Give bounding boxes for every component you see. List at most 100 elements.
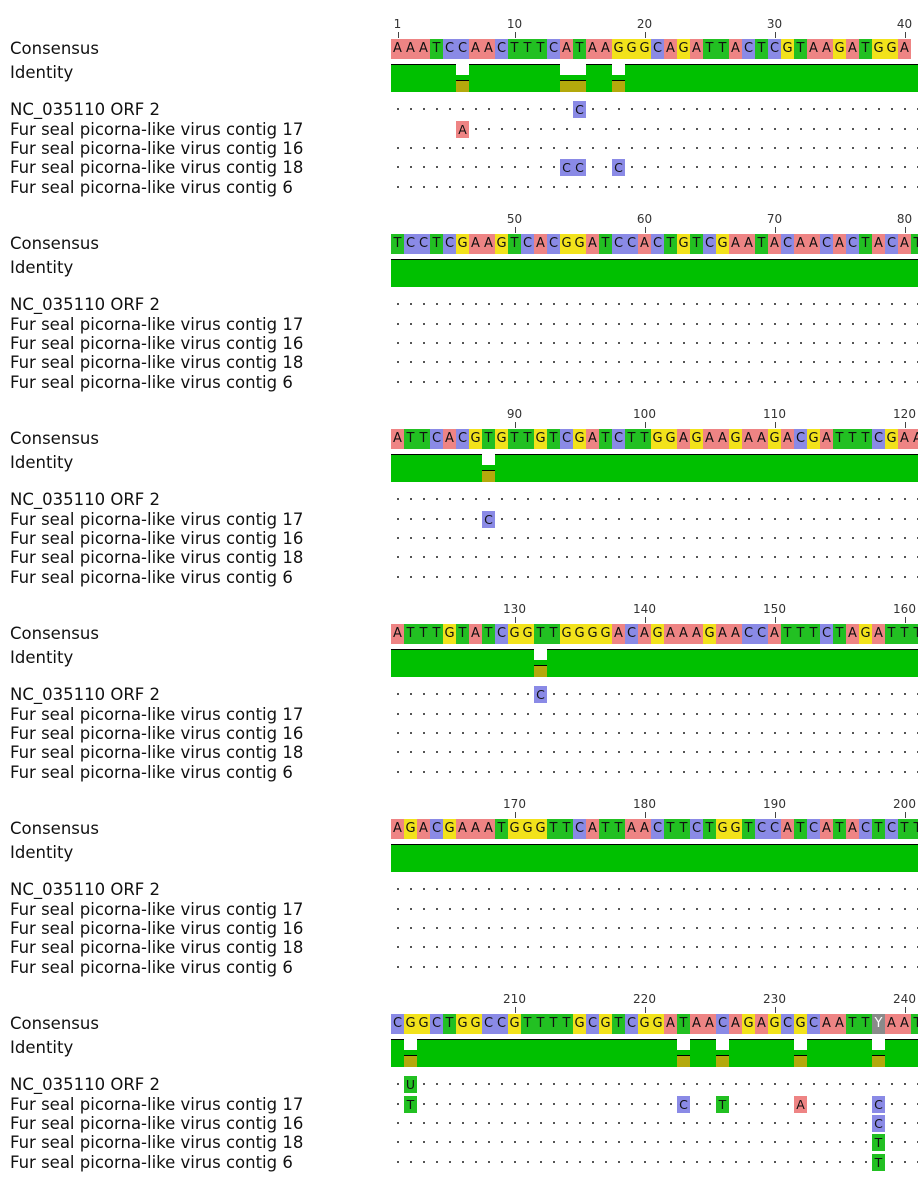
consensus-nucleotide: A (456, 819, 469, 839)
identical-dot (514, 1103, 516, 1105)
identical-dot (566, 966, 568, 968)
identical-dot (605, 908, 607, 910)
identical-dot (540, 381, 542, 383)
identical-dot (826, 732, 828, 734)
identical-dot (514, 518, 516, 520)
identical-dot (839, 713, 841, 715)
identical-dot (618, 323, 620, 325)
identical-dot (787, 751, 789, 753)
consensus-nucleotide: T (872, 819, 885, 839)
ruler-tick-mark (644, 1007, 646, 1013)
identical-dot (826, 966, 828, 968)
identical-dot (553, 927, 555, 929)
identical-dot (865, 966, 867, 968)
identical-dot (592, 537, 594, 539)
identical-dot (553, 713, 555, 715)
identical-dot (475, 1122, 477, 1124)
identical-dot (761, 537, 763, 539)
consensus-nucleotide: C (768, 819, 781, 839)
identical-dot (566, 556, 568, 558)
identical-dot (618, 1122, 620, 1124)
identical-dot (618, 498, 620, 500)
identical-dot (787, 147, 789, 149)
sequence-name: Fur seal picorna-like virus contig 18 (10, 353, 304, 372)
identical-dot (904, 693, 906, 695)
identical-dot (891, 888, 893, 890)
identical-dot (410, 732, 412, 734)
identical-dot (436, 147, 438, 149)
identical-dot (683, 186, 685, 188)
identical-dot (475, 576, 477, 578)
identical-dot (865, 498, 867, 500)
identical-dot (748, 908, 750, 910)
ruler-tick-mark (774, 422, 776, 428)
identical-dot (566, 128, 568, 130)
identical-dot (813, 771, 815, 773)
identical-dot (566, 108, 568, 110)
identical-dot (800, 128, 802, 130)
identical-dot (709, 713, 711, 715)
identical-dot (436, 927, 438, 929)
consensus-nucleotide: C (547, 234, 560, 254)
identical-dot (735, 713, 737, 715)
identical-dot (787, 732, 789, 734)
identical-dot (865, 732, 867, 734)
consensus-nucleotide: C (625, 234, 638, 254)
identical-dot (631, 1103, 633, 1105)
sequence-row (391, 373, 918, 393)
identical-dot (735, 966, 737, 968)
identical-dot (787, 946, 789, 948)
identical-dot (670, 1083, 672, 1085)
identical-dot (644, 518, 646, 520)
identical-dot (618, 966, 620, 968)
identical-dot (748, 498, 750, 500)
identical-dot (865, 576, 867, 578)
identical-dot (410, 1141, 412, 1143)
identical-dot (800, 361, 802, 363)
identical-dot (748, 771, 750, 773)
sequence-row (391, 529, 918, 549)
identical-dot (631, 751, 633, 753)
identical-dot (813, 1122, 815, 1124)
consensus-nucleotide: G (768, 429, 781, 449)
identical-dot (813, 323, 815, 325)
identical-dot (787, 166, 789, 168)
identical-dot (709, 128, 711, 130)
identical-dot (592, 186, 594, 188)
ruler-tick-label: 120 (893, 407, 916, 421)
identical-dot (722, 147, 724, 149)
consensus-nucleotide: T (716, 39, 729, 59)
ruler-tick-mark (514, 1007, 516, 1013)
identical-dot (436, 108, 438, 110)
identical-dot (553, 1161, 555, 1163)
identical-dot (449, 518, 451, 520)
identical-dot (475, 693, 477, 695)
consensus-nucleotide: G (534, 429, 547, 449)
identical-dot (553, 1083, 555, 1085)
identical-dot (813, 966, 815, 968)
identical-dot (878, 361, 880, 363)
identity-bar-full (625, 64, 918, 77)
sequence-name: Fur seal picorna-like virus contig 18 (10, 743, 304, 762)
identical-dot (696, 537, 698, 539)
identical-dot (397, 323, 399, 325)
consensus-nucleotide: G (443, 819, 456, 839)
identical-dot (527, 888, 529, 890)
sequence-row: C (391, 510, 918, 530)
identical-dot (397, 166, 399, 168)
identical-dot (514, 713, 516, 715)
consensus-nucleotide: T (391, 234, 404, 254)
identical-dot (813, 147, 815, 149)
consensus-nucleotide: C (443, 39, 456, 59)
identical-dot (878, 342, 880, 344)
identical-dot (709, 1141, 711, 1143)
identical-dot (787, 537, 789, 539)
identical-dot (566, 693, 568, 695)
identical-dot (826, 1103, 828, 1105)
ruler-tick-mark (904, 227, 906, 233)
consensus-nucleotide: G (586, 624, 599, 644)
identical-dot (683, 1161, 685, 1163)
identical-dot (748, 381, 750, 383)
identical-dot (683, 556, 685, 558)
sequence-row: C (391, 1114, 918, 1134)
